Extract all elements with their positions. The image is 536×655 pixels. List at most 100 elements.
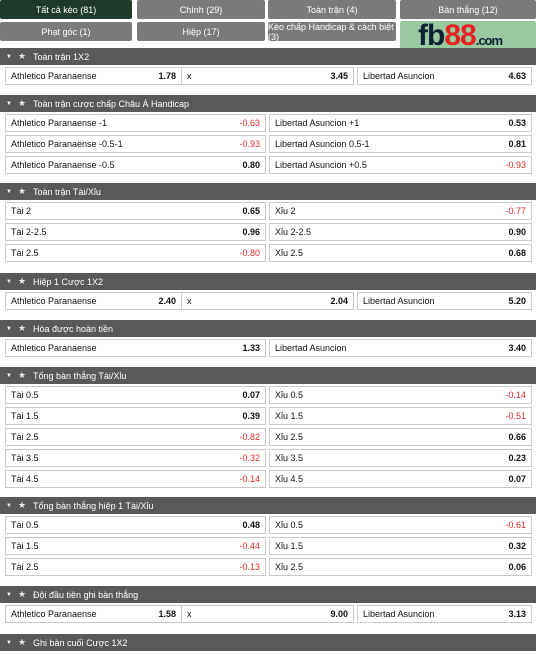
odds-cell[interactable]: Xỉu 1.5 -0.51 xyxy=(269,407,532,425)
odds-cell[interactable]: Libertad Asuncion +1 0.53 xyxy=(269,114,532,132)
tab-handicap[interactable]: Kèo chấp Handicap & cách biệt (3) xyxy=(268,22,396,42)
section-header[interactable]: ▼ ★ Tổng bàn thắng hiệp 1 Tài/Xỉu xyxy=(0,497,536,514)
selection-label: Libertad Asuncion 0.5-1 xyxy=(275,139,370,149)
odds-cell[interactable]: Tài 0.5 0.48 xyxy=(5,516,266,534)
odds-row: Athletico Paranaense 2.40 x 2.04 Libertad As… xyxy=(0,292,536,310)
odds-cell[interactable]: Athletico Paranaense 1.33 xyxy=(5,339,266,357)
favorite-star-icon[interactable]: ★ xyxy=(17,51,27,61)
odds-cell[interactable]: Tài 1.5 -0.44 xyxy=(5,537,266,555)
collapse-caret-icon[interactable]: ▼ xyxy=(6,502,12,509)
tab-full-match[interactable]: Toàn trận (4) xyxy=(268,0,396,19)
section-header[interactable]: ▼ ★ Ghi bàn cuối Cược 1X2 xyxy=(0,634,536,651)
odds-value: 0.81 xyxy=(508,139,526,149)
favorite-star-icon[interactable]: ★ xyxy=(17,276,27,286)
odds-cell[interactable]: Tài 3.5 -0.32 xyxy=(5,449,266,467)
odds-value: 0.80 xyxy=(242,160,260,170)
selection-label: Libertad Asuncion xyxy=(363,71,435,81)
selection-label: Tài 1.5 xyxy=(11,541,39,551)
odds-cell[interactable]: Tài 0.5 0.07 xyxy=(5,386,266,404)
section-title: Hòa được hoàn tiền xyxy=(33,323,114,334)
odds-cell[interactable]: Tài 2.5 -0.13 xyxy=(5,558,266,576)
tab-all[interactable]: Tất cả kèo (81) xyxy=(0,0,132,19)
selection-label: Libertad Asuncion +0.5 xyxy=(275,160,367,170)
favorite-star-icon[interactable]: ★ xyxy=(17,637,27,647)
collapse-caret-icon[interactable]: ▼ xyxy=(6,325,12,332)
odds-cell[interactable]: x 2.04 xyxy=(181,292,354,310)
odds-row: Athletico Paranaense -0.5 0.80 Libertad As… xyxy=(0,156,536,174)
odds-cell[interactable]: Athletico Paranaense -0.5 0.80 xyxy=(5,156,266,174)
odds-cell[interactable]: Athletico Paranaense 1.58 xyxy=(5,605,182,623)
odds-cell[interactable]: Athletico Paranaense -0.5-1 -0.93 xyxy=(5,135,266,153)
odds-cell[interactable]: Tài 1.5 0.39 xyxy=(5,407,266,425)
odds-cell[interactable]: Xỉu 2 -0.77 xyxy=(269,202,532,220)
odds-value: 4.63 xyxy=(508,71,526,81)
collapse-caret-icon[interactable]: ▼ xyxy=(6,639,12,646)
section-header[interactable]: ▼ ★ Toàn trận cược chấp Châu Á Handicap xyxy=(0,95,536,112)
section-header[interactable]: ▼ ★ Hiệp 1 Cược 1X2 xyxy=(0,273,536,290)
selection-label: Xỉu 2.5 xyxy=(275,562,304,572)
odds-value: 1.58 xyxy=(158,609,176,619)
favorite-star-icon[interactable]: ★ xyxy=(17,186,27,196)
odds-cell[interactable]: Tài 2.5 -0.80 xyxy=(5,244,266,262)
section-title: Toàn trận Tài/Xỉu xyxy=(33,186,101,197)
tab-main[interactable]: Chính (29) xyxy=(137,0,265,19)
market-section: ▼ ★ Toàn trận 1X2 Athletico Paranaense 1.78 x… xyxy=(0,48,536,85)
collapse-caret-icon[interactable]: ▼ xyxy=(6,372,12,379)
section-header[interactable]: ▼ ★ Toàn trận Tài/Xỉu xyxy=(0,183,536,200)
odds-cell[interactable]: Libertad Asuncion 5.20 xyxy=(357,292,532,310)
odds-cell[interactable]: Tài 4.5 -0.14 xyxy=(5,470,266,488)
selection-label: Libertad Asuncion xyxy=(363,609,435,619)
collapse-caret-icon[interactable]: ▼ xyxy=(6,100,12,107)
odds-cell[interactable]: Tài 2 0.65 xyxy=(5,202,266,220)
odds-cell[interactable]: Xỉu 2.5 0.06 xyxy=(269,558,532,576)
section-header[interactable]: ▼ ★ Tổng bàn thắng Tài/Xỉu xyxy=(0,367,536,384)
collapse-caret-icon[interactable]: ▼ xyxy=(6,278,12,285)
odds-cell[interactable]: Libertad Asuncion 3.13 xyxy=(357,605,532,623)
odds-value: 5.20 xyxy=(508,296,526,306)
collapse-caret-icon[interactable]: ▼ xyxy=(6,591,12,598)
odds-cell[interactable]: Athletico Paranaense 2.40 xyxy=(5,292,182,310)
favorite-star-icon[interactable]: ★ xyxy=(17,370,27,380)
odds-cell[interactable]: Tài 2-2.5 0.96 xyxy=(5,223,266,241)
odds-row: Athletico Paranaense -1 -0.63 Libertad Asu… xyxy=(0,114,536,132)
selection-label: Tài 0.5 xyxy=(11,390,39,400)
collapse-caret-icon[interactable]: ▼ xyxy=(6,53,12,60)
tab-half[interactable]: Hiệp (17) xyxy=(137,22,265,41)
odds-value: -0.44 xyxy=(239,541,260,551)
section-header[interactable]: ▼ ★ Hòa được hoàn tiền xyxy=(0,320,536,337)
selection-label: Libertad Asuncion +1 xyxy=(275,118,360,128)
odds-cell[interactable]: Xỉu 2.5 0.68 xyxy=(269,244,532,262)
odds-cell[interactable]: Xỉu 0.5 -0.14 xyxy=(269,386,532,404)
favorite-star-icon[interactable]: ★ xyxy=(17,589,27,599)
odds-cell[interactable]: Tài 2.5 -0.82 xyxy=(5,428,266,446)
odds-cell[interactable]: Libertad Asuncion +0.5 -0.93 xyxy=(269,156,532,174)
odds-row: Tài 1.5 0.39 Xỉu 1.5 -0.51 xyxy=(0,407,536,425)
tab-corners[interactable]: Phạt góc (1) xyxy=(0,22,132,41)
collapse-caret-icon[interactable]: ▼ xyxy=(6,188,12,195)
section-header[interactable]: ▼ ★ Đội đầu tiên ghi bàn thắng xyxy=(0,586,536,603)
odds-cell[interactable]: Xỉu 2-2.5 0.90 xyxy=(269,223,532,241)
odds-cell[interactable]: Libertad Asuncion 3.40 xyxy=(269,339,532,357)
selection-label: Tài 2-2.5 xyxy=(11,227,47,237)
odds-cell[interactable]: Xỉu 3.5 0.23 xyxy=(269,449,532,467)
favorite-star-icon[interactable]: ★ xyxy=(17,323,27,333)
odds-cell[interactable]: Libertad Asuncion 0.5-1 0.81 xyxy=(269,135,532,153)
odds-cell[interactable]: Athletico Paranaense 1.78 xyxy=(5,67,182,85)
section-header[interactable]: ▼ ★ Toàn trận 1X2 xyxy=(0,48,536,65)
odds-value: -0.51 xyxy=(505,411,526,421)
odds-value: 0.06 xyxy=(508,562,526,572)
odds-cell[interactable]: Xỉu 1.5 0.32 xyxy=(269,537,532,555)
selection-label: Tài 1.5 xyxy=(11,411,39,421)
odds-cell[interactable]: Xỉu 4.5 0.07 xyxy=(269,470,532,488)
tab-goals[interactable]: Bàn thắng (12) xyxy=(400,0,536,19)
odds-cell[interactable]: Libertad Asuncion 4.63 xyxy=(357,67,532,85)
odds-value: 1.33 xyxy=(242,343,260,353)
favorite-star-icon[interactable]: ★ xyxy=(17,500,27,510)
odds-cell[interactable]: x 9.00 xyxy=(181,605,354,623)
odds-cell[interactable]: Xỉu 0.5 -0.61 xyxy=(269,516,532,534)
odds-cell[interactable]: Xỉu 2.5 0.66 xyxy=(269,428,532,446)
odds-cell[interactable]: x 3.45 xyxy=(181,67,354,85)
odds-value: 0.96 xyxy=(242,227,260,237)
favorite-star-icon[interactable]: ★ xyxy=(17,98,27,108)
odds-cell[interactable]: Athletico Paranaense -1 -0.63 xyxy=(5,114,266,132)
